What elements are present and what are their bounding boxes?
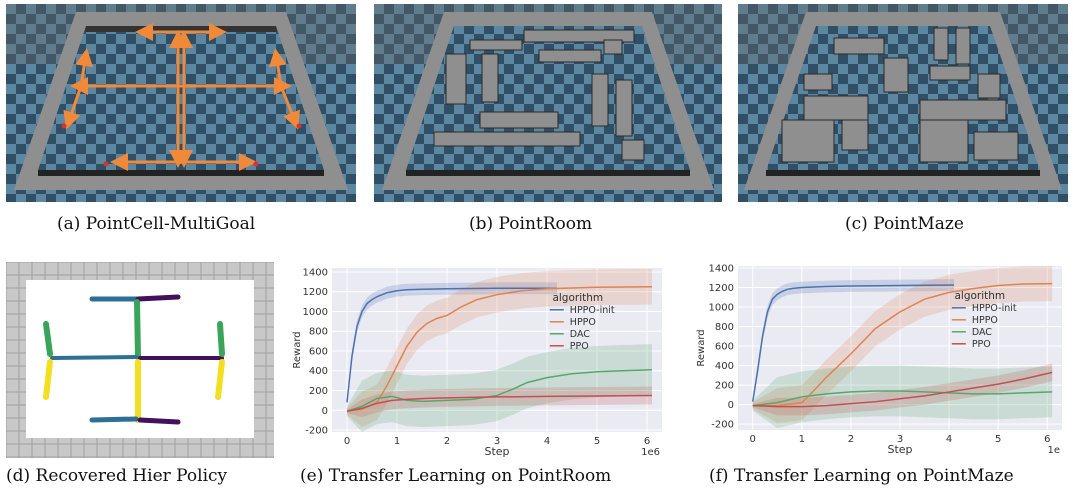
- xtick-label: 4: [946, 434, 952, 445]
- ytick-label: 400: [309, 366, 328, 377]
- pointroom-transfer-chart: -200 0 200 400 600 800 1000 1200 1400 0 1 2 3 4 5 6 Rewa…: [292, 267, 662, 458]
- pointmaze-transfer-chart: -200 0 200 400 600 800 1000 1200 1400 0 1 2 3 4 5 6 Rewa…: [696, 263, 1062, 456]
- caption-f: (f) Transfer Learning on PointMaze: [709, 466, 1014, 486]
- ytick-label: 600: [715, 342, 734, 353]
- legend-label: DAC: [972, 327, 992, 338]
- xtick-label: 1: [799, 434, 805, 445]
- xtick-label: 3: [897, 434, 903, 445]
- ytick-label: -200: [305, 426, 328, 437]
- xtick-label: 1: [394, 436, 400, 447]
- xtick-label: 6: [1044, 434, 1050, 445]
- legend-title: algorithm: [552, 292, 603, 304]
- legend-label: HPPO-init: [570, 305, 615, 316]
- xtick-label: 6: [644, 436, 650, 447]
- ytick-label: 0: [322, 406, 328, 417]
- legend-label: HPPO: [570, 317, 596, 328]
- ylabel: Reward: [696, 329, 707, 366]
- policy-trajectories: [43, 294, 225, 425]
- pointmaze-render: [738, 4, 1068, 202]
- series-line-3: [346, 394, 653, 412]
- xtick-label: 2: [444, 436, 450, 447]
- caption-e: (e) Transfer Learning on PointRoom: [300, 466, 612, 486]
- xtick-label: 5: [995, 434, 1001, 445]
- caption-d: (d) Recovered Hier Policy: [6, 466, 228, 486]
- series-band-3: [752, 363, 1053, 416]
- xtick-label: 5: [594, 436, 600, 447]
- series-band-1: [347, 268, 652, 428]
- x-offset-label: 1e6: [641, 447, 660, 458]
- pointroom-render: [374, 4, 722, 202]
- x-offset-label: 1e: [1047, 445, 1060, 456]
- ytick-label: 1200: [709, 283, 734, 294]
- ytick-label: 1400: [709, 263, 734, 274]
- legend-label: DAC: [570, 329, 590, 340]
- ytick-label: 1000: [303, 307, 328, 318]
- room-walls: [433, 29, 645, 161]
- ytick-label: 1400: [303, 267, 328, 278]
- ytick-label: 1200: [303, 287, 328, 298]
- ylabel: Reward: [292, 331, 303, 368]
- legend-label: HPPO-init: [972, 303, 1017, 314]
- goal-arrows: [63, 23, 300, 171]
- xtick-label: 4: [544, 436, 550, 447]
- series-line-0: [751, 284, 955, 402]
- ytick-label: 400: [715, 361, 734, 372]
- goal-markers: [61, 123, 302, 167]
- xtick-label: 2: [848, 434, 854, 445]
- series-band-2: [347, 344, 652, 432]
- series-band-2: [752, 365, 1053, 429]
- xtick-label: 0: [344, 436, 350, 447]
- ytick-label: 600: [309, 346, 328, 357]
- ytick-label: 800: [309, 327, 328, 338]
- series-line-3: [752, 371, 1053, 408]
- xlabel: Step: [484, 445, 509, 458]
- series-line-1: [752, 282, 1053, 407]
- legend-label: HPPO: [972, 315, 998, 326]
- arena-floor: [38, 26, 324, 170]
- legend-label: PPO: [972, 339, 991, 350]
- series-line-2: [752, 390, 1053, 407]
- series-line-0: [346, 287, 557, 403]
- ytick-label: 200: [309, 386, 328, 397]
- ytick-label: 200: [715, 381, 734, 392]
- caption-b: (b) PointRoom: [469, 214, 593, 234]
- series-band-3: [347, 386, 652, 418]
- pointcell-multigoal-render: [6, 4, 356, 202]
- legend-title: algorithm: [954, 290, 1005, 302]
- maze-walls: [781, 27, 1019, 163]
- xlabel: Step: [887, 443, 912, 456]
- ytick-label: 1000: [709, 303, 734, 314]
- recovered-policy-plot: [6, 262, 274, 458]
- series-line-1: [346, 286, 653, 412]
- caption-a: (a) PointCell-MultiGoal: [57, 214, 256, 234]
- xtick-label: 0: [750, 434, 756, 445]
- ytick-label: 800: [715, 322, 734, 333]
- ytick-label: -200: [711, 420, 734, 431]
- legend-label: PPO: [570, 341, 589, 352]
- ytick-label: 0: [728, 400, 734, 411]
- caption-c: (c) PointMaze: [845, 214, 964, 234]
- xtick-label: 3: [494, 436, 500, 447]
- series-band-1: [752, 266, 1053, 424]
